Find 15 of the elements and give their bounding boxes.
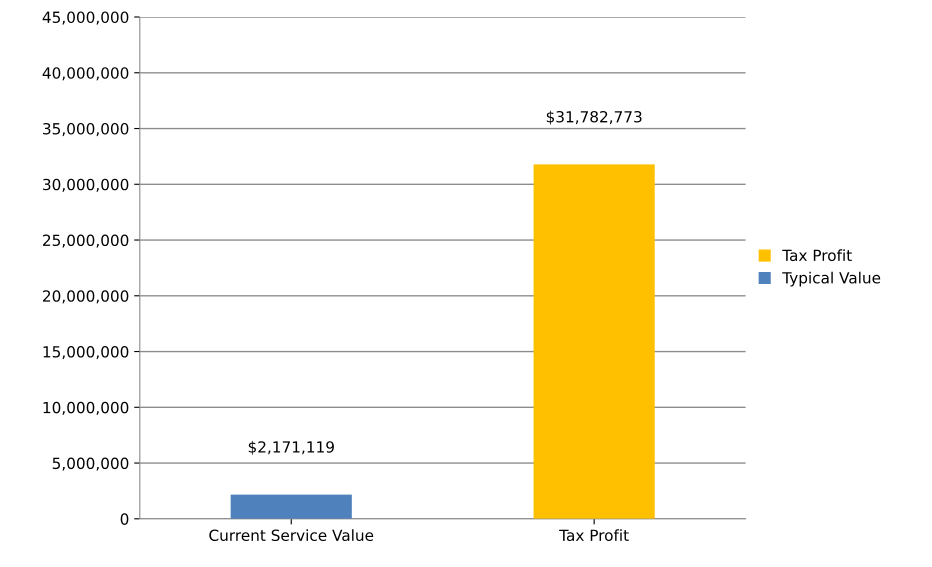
- y-tick-label: 35,000,000: [43, 122, 128, 136]
- data-label: $2,171,119: [248, 440, 334, 455]
- y-tick-label: 20,000,000: [43, 290, 128, 304]
- y-tick-label: 10,000,000: [44, 402, 128, 415]
- y-tick-label: 5,000,000: [52, 458, 128, 471]
- y-tick-label: 30,000,000: [43, 178, 128, 192]
- x-tick-label: Current Service Value: [209, 529, 374, 542]
- legend-label: Typical Value: [782, 272, 880, 287]
- data-label: $31,782,773: [546, 110, 642, 125]
- y-tick-label: 0: [120, 513, 128, 525]
- legend-label: Tax Profit: [782, 249, 852, 262]
- y-tick-label: 40,000,000: [42, 67, 128, 80]
- y-tick-label: 25,000,000: [43, 234, 128, 248]
- y-tick-label: 45,000,000: [42, 11, 128, 25]
- y-tick-label: 15,000,000: [44, 346, 128, 360]
